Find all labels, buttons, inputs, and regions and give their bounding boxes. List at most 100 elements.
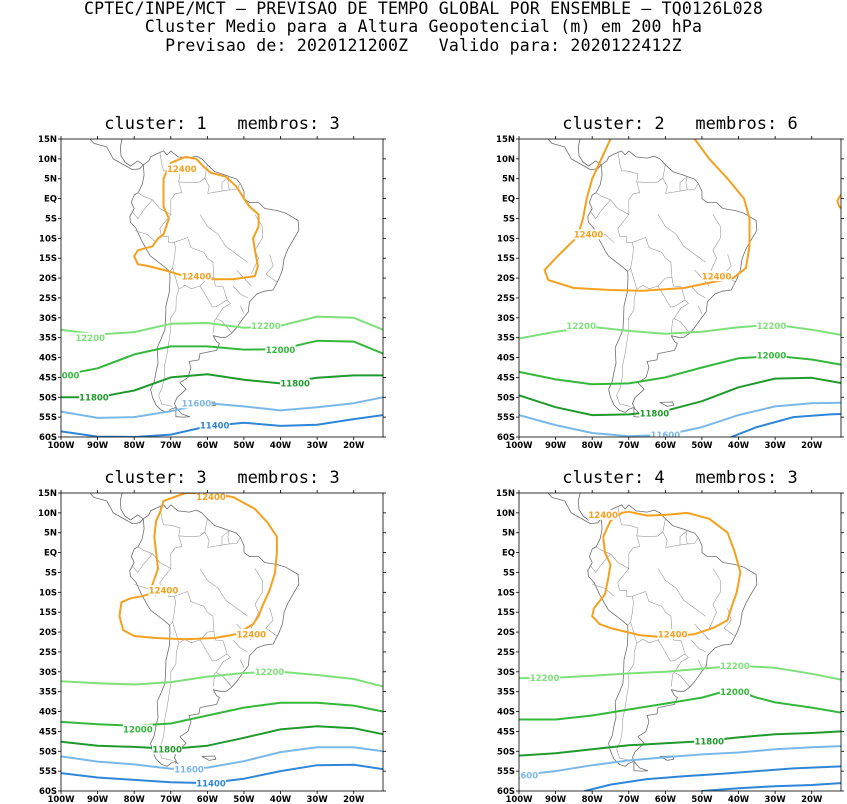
lon-label: 40W [728,795,750,804]
contour-label: 11800 [280,380,310,390]
lat-label: 5N [502,529,515,539]
coastline [547,139,602,170]
contour-label-background [639,408,670,419]
lon-label: 40W [728,441,750,451]
contour-line-c12200 [519,664,841,681]
lat-label: 5N [44,529,57,539]
lon-label: 80W [582,441,604,451]
lon-label: 20W [343,795,365,804]
contour-label-background [588,509,619,520]
contour-line-c12000 [61,339,383,377]
lat-label: 40S [39,354,57,364]
country-border [178,518,208,538]
contour-line-c12200 [61,315,383,336]
map-content: 12400 12400 12400 12200 12000 11800 11600 11400 [61,493,383,789]
lat-label: 40S [497,354,515,364]
contour-label-background [199,420,230,431]
country-border [590,553,611,574]
contour-label-background [148,585,179,596]
contour-label-background [756,320,787,331]
lat-label: 50S [39,747,57,757]
country-border [240,305,245,314]
lat-label: 30S [39,668,57,678]
country-border [221,530,230,546]
contour-label: 12400 [658,630,688,640]
coastline [659,401,675,407]
contour-line-c12000 [61,701,383,727]
lat-label: 20S [39,274,57,284]
country-border [657,631,686,662]
header-line-3: Previsao de: 2020121200Z Valido para: 20… [165,36,682,55]
contour-label-background [181,398,212,409]
lat-label: 35S [39,688,57,698]
contour-label: 12200 [757,322,787,332]
contour-label-background [196,778,227,789]
country-border [670,318,675,333]
coastline [587,150,758,413]
country-border [215,653,232,687]
plot-frame [518,492,842,792]
contour-line-c11600 [61,746,383,770]
lon-label: 50W [691,795,713,804]
contour-label: 12400 [196,493,226,503]
country-border [204,531,241,548]
coastline [175,407,191,418]
panel-3-title: cluster: 3 membros: 3 [104,468,340,488]
coastline [201,755,217,761]
lat-label: 20S [39,628,57,638]
lat-label: 55S [39,413,57,423]
lat-label: EQ [44,195,57,205]
country-border [662,177,699,194]
lat-label: 50S [497,747,515,757]
lat-label: 15S [497,254,515,264]
lat-label: 60S [39,787,57,797]
lat-label: EQ [502,549,515,559]
contour-label: 11800 [640,409,670,419]
lon-label: 70W [160,441,182,451]
contour-label-background [280,378,311,389]
lon-label: 60W [197,441,219,451]
country-border [630,237,673,290]
country-border [636,518,666,538]
country-border [134,230,157,243]
country-border [698,305,703,314]
contour-line-c11800 [519,376,841,417]
lat-label: 35S [39,334,57,344]
contour-label-background [701,271,732,282]
lat-label: 35S [497,334,515,344]
country-border [212,672,217,687]
lat-label: 25S [39,294,57,304]
lat-label: 10S [39,588,57,598]
contour-label: 12400 [588,511,618,521]
lat-label: 5S [45,214,57,224]
lat-label: 45S [497,373,515,383]
country-border [251,568,263,629]
contour-label-background [719,660,750,671]
lon-label: 50W [233,795,255,804]
coastline [129,150,300,413]
contour-label-background [236,629,267,640]
country-border [709,214,721,275]
coastline [119,139,144,167]
plot-frame [60,492,384,792]
lat-label: 35S [497,688,515,698]
contour-label: 12400 [149,587,179,597]
contour-label-background [756,350,787,361]
country-border [265,608,278,637]
lat-label: 5N [44,175,57,185]
map-panel-2: 12400 12400 12200 12200 12000 11800 11600 15N 10… [496,135,844,451]
header-line-2: Cluster Medio para a Altura Geopotencial… [144,17,703,36]
coastline [89,139,144,170]
coastline [577,493,602,521]
contour-label-background [61,370,80,381]
contour-label-background [196,493,227,502]
lat-label: EQ [502,195,515,205]
country-border [690,285,706,299]
country-border [617,214,634,272]
lat-label: 15N [496,489,515,499]
contour-label-background [250,320,281,331]
country-border [636,164,666,184]
country-border [662,531,699,548]
contour-line-c11600 [61,396,383,419]
lon-label: 70W [618,795,640,804]
